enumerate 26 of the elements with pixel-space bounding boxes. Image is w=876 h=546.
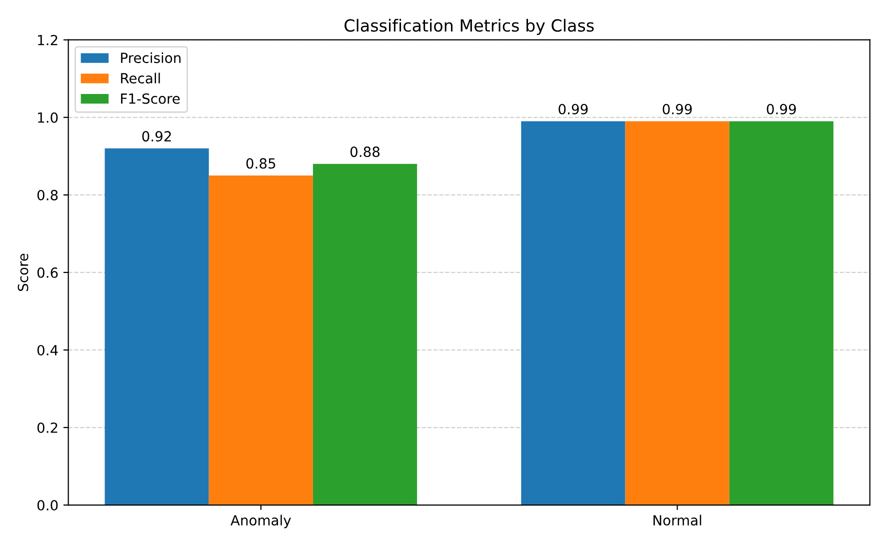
bar	[625, 121, 730, 506]
chart-title: Classification Metrics by Class	[344, 18, 594, 35]
y-tick-label: 0.8	[37, 190, 58, 200]
y-tick-label: 0.6	[37, 267, 58, 278]
data-label: 0.99	[766, 104, 796, 114]
bar	[729, 121, 834, 506]
bar	[104, 148, 209, 506]
legend-label: Recall	[121, 72, 160, 84]
x-tick-label: Anomaly	[230, 514, 291, 528]
bar	[208, 176, 313, 506]
data-label: 0.92	[142, 131, 171, 142]
data-label: 0.99	[558, 104, 588, 114]
y-axis-title: Score	[18, 254, 28, 291]
y-tick-label: 0.0	[37, 500, 58, 511]
y-tick-label: 1.0	[38, 112, 58, 123]
legend-label: F1-Score	[121, 93, 180, 104]
y-tick-label: 0.4	[37, 344, 58, 356]
legend-label: Precision	[121, 52, 181, 64]
y-tick-label: 0.2	[37, 422, 58, 433]
data-label: 0.99	[662, 104, 692, 114]
x-tick-label: Normal	[654, 514, 702, 526]
bar	[312, 164, 418, 506]
data-label: 0.85	[246, 158, 276, 169]
y-tick-label: 1.2	[38, 34, 58, 46]
data-label: 0.88	[350, 146, 380, 158]
bar	[521, 121, 626, 506]
